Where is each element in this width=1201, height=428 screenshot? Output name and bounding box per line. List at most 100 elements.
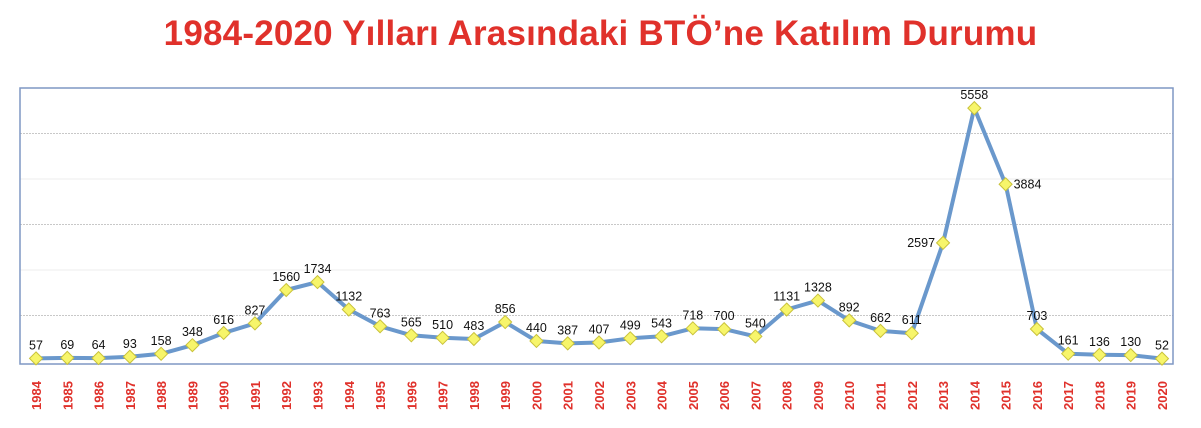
x-tick-label: 2006: [717, 381, 732, 410]
data-point-marker: [153, 346, 169, 362]
chart-title: 1984-2020 Yılları Arasındaki BTÖ’ne Katı…: [163, 14, 1038, 53]
data-point-marker: [404, 328, 419, 343]
data-point-marker: [341, 302, 356, 317]
data-label: 440: [526, 321, 547, 335]
x-tick-label: 1996: [404, 381, 419, 410]
data-point-marker: [716, 321, 732, 337]
data-point-marker: [1029, 321, 1045, 337]
data-label: 161: [1058, 334, 1079, 348]
data-label: 827: [245, 303, 266, 317]
data-label: 1328: [804, 281, 832, 295]
data-label: 158: [151, 334, 172, 348]
data-point-marker: [967, 100, 982, 116]
data-label: 2597: [907, 236, 935, 250]
data-label: 483: [463, 319, 484, 333]
x-tick-label: 1999: [498, 381, 513, 410]
plot-area-frame: [19, 87, 1174, 365]
x-tick-label: 2009: [811, 381, 826, 410]
x-tick-label: 1998: [467, 381, 482, 410]
data-point-marker: [279, 282, 294, 298]
data-point-marker: [1092, 347, 1107, 363]
x-tick-label: 1987: [123, 381, 138, 410]
x-tick-label: 1994: [342, 380, 357, 410]
x-tick-label: 2001: [561, 381, 576, 410]
data-label: 616: [213, 313, 234, 327]
data-point-marker: [185, 337, 200, 353]
data-point-marker: [935, 235, 951, 251]
data-point-marker: [810, 293, 826, 308]
x-tick-label: 1989: [185, 381, 200, 410]
data-point-marker: [873, 323, 888, 339]
data-point-marker: [28, 351, 44, 366]
data-point-marker: [842, 313, 857, 328]
x-tick-label: 1984: [29, 380, 44, 410]
data-label: 69: [60, 338, 74, 352]
data-point-marker: [497, 314, 513, 330]
data-label: 543: [651, 316, 672, 330]
data-point-marker: [748, 329, 763, 344]
data-label: 3884: [1014, 177, 1042, 191]
data-point-marker: [310, 274, 325, 290]
data-label: 700: [714, 309, 735, 323]
x-tick-label: 2005: [686, 381, 701, 410]
data-point-marker: [904, 325, 919, 341]
data-point-marker: [466, 331, 482, 347]
data-point-marker: [998, 177, 1013, 192]
data-point-marker: [685, 321, 701, 336]
x-tick-label: 1997: [436, 381, 451, 410]
x-tick-label: 2020: [1155, 381, 1170, 410]
x-tick-label: 2017: [1061, 381, 1076, 410]
x-tick-label: 2019: [1124, 381, 1139, 410]
x-tick-label: 1992: [279, 381, 294, 410]
data-label: 1132: [335, 289, 362, 303]
data-label: 856: [495, 302, 516, 316]
data-label: 1734: [304, 262, 332, 276]
x-tick-label: 1990: [217, 381, 232, 410]
x-tick-label: 2007: [748, 381, 763, 410]
data-label: 565: [401, 315, 422, 329]
data-label: 763: [370, 306, 391, 320]
x-tick-label: 1993: [311, 381, 326, 410]
data-label: 407: [589, 322, 610, 336]
x-tick-label: 2010: [842, 381, 857, 410]
data-point-marker: [529, 333, 544, 349]
data-label: 136: [1089, 335, 1110, 349]
x-tick-label: 1985: [60, 381, 75, 410]
data-label: 611: [902, 313, 922, 327]
data-label: 1131: [773, 290, 800, 304]
x-tick-label: 2015: [999, 381, 1014, 410]
data-point-marker: [623, 331, 638, 346]
data-label: 540: [745, 316, 766, 330]
x-tick-label: 2012: [905, 381, 920, 410]
data-label: 510: [432, 318, 453, 332]
data-point-marker: [779, 302, 794, 317]
data-point-marker: [122, 349, 138, 364]
x-tick-label: 1991: [248, 381, 263, 410]
data-point-marker: [435, 330, 450, 346]
x-tick-label: 2018: [1092, 381, 1107, 410]
data-label: 387: [557, 323, 578, 337]
data-point-marker: [216, 325, 231, 341]
x-tick-label: 1986: [92, 381, 107, 410]
x-tick-label: 2014: [967, 380, 982, 410]
x-tick-label: 2003: [623, 381, 638, 410]
data-point-marker: [654, 329, 669, 344]
data-label: 5558: [960, 88, 988, 102]
data-point-marker: [1154, 351, 1170, 366]
data-label: 52: [1155, 339, 1169, 353]
data-point-marker: [91, 350, 106, 366]
data-label: 662: [870, 311, 891, 325]
data-point-marker: [60, 350, 75, 366]
data-label: 64: [92, 338, 106, 352]
data-label: 703: [1026, 309, 1047, 323]
data-markers: [28, 100, 1170, 366]
x-tick-label: 2008: [780, 381, 795, 410]
data-label: 1560: [272, 270, 300, 284]
x-tick-label: 2011: [874, 382, 889, 410]
data-label: 892: [839, 300, 860, 314]
x-tick-label: 2016: [1030, 381, 1045, 410]
data-point-marker: [1060, 346, 1076, 361]
x-tick-label: 2004: [655, 380, 670, 410]
